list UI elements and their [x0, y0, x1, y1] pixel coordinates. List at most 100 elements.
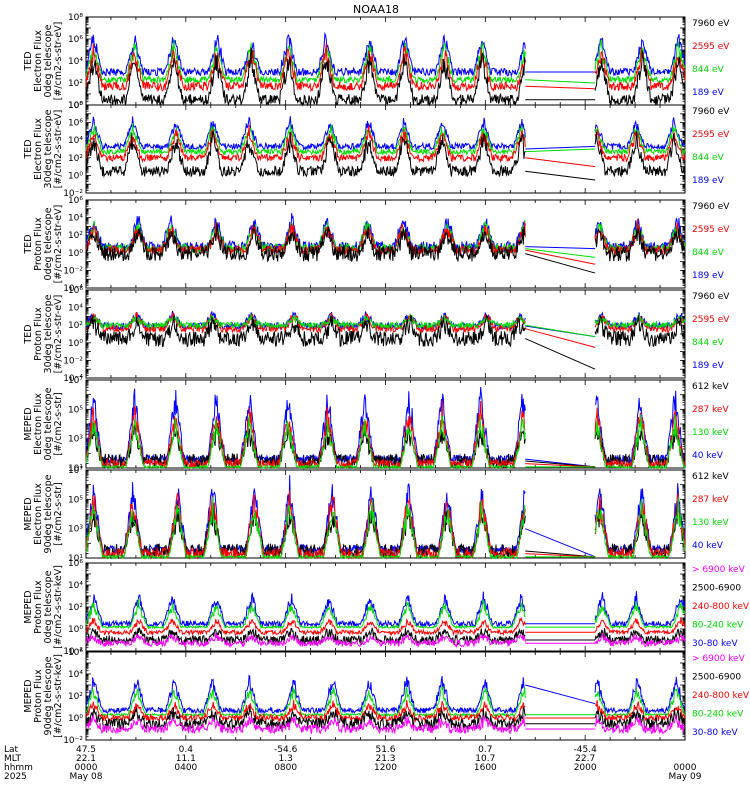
y-tick-label: 10⁴ [68, 670, 83, 680]
series-blue-b [594, 483, 686, 555]
y-label-line: Electron Flux [33, 393, 44, 455]
legend-entry: 130 keV [692, 518, 729, 528]
y-tick-label: 10¹ [68, 554, 83, 564]
series-magenta-a [85, 632, 526, 649]
series-green-b [594, 414, 686, 470]
y-label-line: [#/cm2-s-str-eV] [53, 295, 64, 374]
x-row-label: MLT [4, 754, 22, 764]
y-axis-title: TED Proton Flux 0deg telescope [#/cm2-s-str… [23, 205, 64, 284]
series-black-b [594, 50, 686, 107]
y-tick-label: 10⁶ [68, 286, 83, 296]
y-tick-label: 10⁻⁴ [63, 284, 83, 294]
legend-entry: 30-80 keV [692, 728, 738, 738]
x-tick-hhmm: 2000 [574, 763, 597, 773]
y-tick-label: 10² [68, 154, 83, 164]
y-axis-title: TED Proton Flux 30deg telescope [#/cm2-s-st… [23, 294, 64, 373]
series-black-b [594, 708, 686, 730]
y-tick-label: 10⁶ [68, 196, 83, 206]
legend-entry: 40 keV [692, 541, 724, 551]
legend-entry: 844 eV [692, 338, 725, 348]
y-tick-label: 10⁴ [68, 214, 83, 224]
x-tick-mlt: 22.7 [575, 754, 595, 764]
x-tick-hhmm: 0000 [75, 763, 98, 773]
y-tick-label: 10⁷ [68, 466, 83, 476]
legend-entry: 2500-6900 [692, 584, 741, 594]
legend-entry: 80-240 keV [692, 710, 744, 720]
y-tick-label: 10⁻² [63, 647, 83, 657]
y-label-line: Proton Flux [33, 669, 44, 723]
x-tick-lat: 0.4 [179, 745, 194, 755]
y-tick-label: 10¹ [68, 464, 83, 474]
gap-line-green [525, 148, 596, 153]
series-green-a [85, 313, 526, 331]
panel-8: 10⁻² 10⁰ 10² 10⁴ 10⁶ MEPED Proton Flux 90deg te… [23, 648, 750, 746]
y-tick-label: 10⁻² [63, 736, 83, 746]
y-label-line: [#/cm2-s-str] [53, 392, 64, 455]
legend-entry: 189 eV [692, 176, 725, 186]
series-magenta-b [594, 632, 686, 648]
legend-entry: 189 eV [692, 88, 725, 98]
y-label-line: [#/cm2-s-str-eV] [53, 205, 64, 284]
x-tick-lat: 0.7 [478, 745, 492, 755]
y-label-line: 90deg telescope [43, 474, 54, 553]
gap-line-blue [525, 246, 596, 250]
series-magenta-b [594, 715, 686, 735]
panel-2: 10⁻² 10⁰ 10² 10⁴ 10⁶ 10⁸ TED Electron Flux 30deg… [23, 101, 730, 199]
series-red-a [85, 43, 526, 93]
y-label-line: 0deg telescope [43, 24, 54, 97]
y-tick-label: 10⁴ [68, 57, 83, 67]
panel-1: 10⁰ 10² 10⁴ 10⁶ 10⁸ TED Electron Flux 0deg tele… [23, 13, 730, 111]
gap-line-red [525, 553, 596, 558]
x-tick-mlt: 10.7 [475, 754, 495, 764]
series-green-b [594, 497, 686, 560]
series-green-a [85, 122, 526, 157]
gap-line-red [525, 463, 596, 468]
series-red-a [85, 616, 526, 637]
gap-line-red [525, 85, 596, 90]
x-tick-hhmm: 0800 [274, 763, 297, 773]
x-tick-lat: -54.6 [274, 745, 298, 755]
series-green-a [85, 598, 526, 630]
x-tick-mlt: 21.3 [375, 754, 395, 764]
y-label-line: MEPED [23, 407, 34, 440]
legend-entry: 7960 eV [692, 292, 730, 302]
y-label-line: [#/cm2-s-str-keV] [53, 565, 64, 649]
legend-entry: > 6900 keV [692, 565, 746, 575]
legend-entry: 844 eV [692, 65, 725, 75]
gap-line-blue [525, 528, 596, 558]
series-black-b [594, 314, 686, 348]
series-blue-b [594, 676, 686, 715]
x-row-label: hhmm [4, 763, 33, 773]
series-black-a [85, 706, 526, 731]
legend-entry: 844 eV [692, 248, 725, 258]
y-label-line: Proton Flux [33, 217, 44, 271]
x-tick-mlt: 11.1 [176, 754, 196, 764]
y-tick-label: 10⁶ [68, 648, 83, 658]
y-axis-title: MEPED Proton Flux 90deg telescope [#/cm2-s-… [23, 654, 64, 738]
panel-5: 10¹ 10³ 10⁵ 10⁷ MEPED Electron Flux 0deg teles… [23, 376, 729, 474]
gap-line-black [525, 253, 596, 274]
gap-line-green [525, 324, 596, 338]
y-label-line: MEPED [23, 679, 34, 712]
panel-4: 10⁻⁴ 10⁻² 10⁰ 10² 10⁴ 10⁶ TED Proton Flux 30deg … [23, 286, 730, 384]
y-tick-label: 10⁸ [68, 101, 83, 111]
series-blue-a [85, 674, 526, 715]
series-black-b [594, 131, 686, 178]
y-axis-title: TED Electron Flux 0deg telescope [#/cm2-s-s… [23, 22, 64, 101]
panel-3: 10⁻⁴ 10⁻² 10⁰ 10² 10⁴ 10⁶ TED Proton Flux 0deg t… [23, 196, 730, 294]
y-label-line: 0deg telescope [43, 570, 54, 643]
legend-entry: 7960 eV [692, 19, 730, 29]
legend-entry: 240-800 keV [692, 602, 750, 612]
series-black-b [594, 228, 686, 262]
y-axis-title: MEPED Proton Flux 0deg telescope [#/cm2-s-s… [23, 565, 64, 649]
y-tick-label: 10⁴ [68, 304, 83, 314]
plot-frame [85, 16, 686, 106]
y-label-line: MEPED [23, 590, 34, 623]
panel-6: 10¹ 10³ 10⁵ 10⁷ MEPED Electron Flux 90deg tele… [23, 466, 729, 564]
series-black-a [85, 46, 526, 107]
gap-line-red [525, 328, 596, 348]
x-tick-mlt: 22.1 [76, 754, 96, 764]
y-tick-label: 10⁶ [68, 559, 83, 569]
y-tick-label: 10² [68, 231, 83, 241]
